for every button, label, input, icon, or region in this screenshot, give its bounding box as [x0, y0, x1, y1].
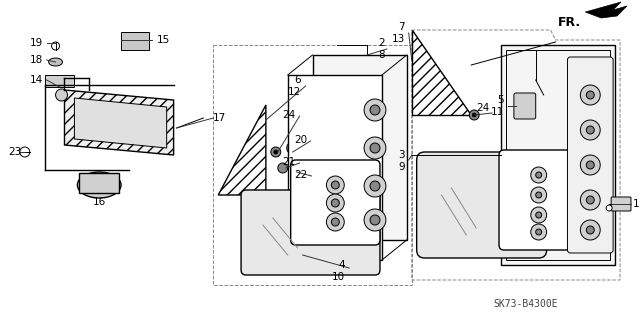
Text: 17: 17 — [213, 113, 227, 123]
Bar — [45, 75, 74, 87]
Text: 14: 14 — [30, 75, 43, 85]
Text: 24: 24 — [476, 103, 489, 113]
Circle shape — [364, 175, 386, 197]
Text: FR.: FR. — [557, 16, 580, 28]
Circle shape — [531, 224, 547, 240]
Circle shape — [531, 167, 547, 183]
Text: 24: 24 — [282, 110, 296, 120]
Polygon shape — [218, 105, 266, 195]
Circle shape — [472, 113, 476, 117]
Text: 9: 9 — [398, 162, 404, 172]
Circle shape — [370, 143, 380, 153]
Text: 10: 10 — [332, 272, 345, 282]
Bar — [79, 173, 119, 193]
Text: 22: 22 — [294, 170, 308, 180]
Circle shape — [531, 207, 547, 223]
Circle shape — [326, 176, 344, 194]
Circle shape — [20, 147, 30, 157]
FancyBboxPatch shape — [514, 93, 536, 119]
Circle shape — [278, 163, 288, 173]
Text: 23: 23 — [8, 147, 21, 157]
Text: 6: 6 — [294, 75, 301, 85]
FancyBboxPatch shape — [417, 152, 547, 258]
Polygon shape — [501, 45, 615, 265]
Circle shape — [580, 120, 600, 140]
Text: 3: 3 — [398, 150, 404, 160]
FancyBboxPatch shape — [291, 160, 380, 245]
Circle shape — [332, 199, 339, 207]
FancyBboxPatch shape — [241, 190, 380, 275]
Circle shape — [580, 85, 600, 105]
Text: 18: 18 — [30, 55, 43, 65]
Circle shape — [580, 220, 600, 240]
Polygon shape — [74, 98, 166, 148]
Text: 16: 16 — [93, 197, 106, 207]
Text: 8: 8 — [379, 50, 385, 60]
Text: 12: 12 — [287, 87, 301, 97]
Text: 1: 1 — [633, 199, 639, 209]
Polygon shape — [586, 2, 627, 18]
Circle shape — [536, 172, 541, 178]
Circle shape — [271, 147, 281, 157]
Circle shape — [370, 105, 380, 115]
Ellipse shape — [49, 58, 63, 66]
Text: 20: 20 — [294, 135, 308, 145]
Ellipse shape — [77, 172, 121, 198]
Circle shape — [586, 161, 595, 169]
Circle shape — [586, 91, 595, 99]
Circle shape — [326, 213, 344, 231]
Circle shape — [326, 194, 344, 212]
Circle shape — [56, 89, 67, 101]
Polygon shape — [288, 75, 382, 260]
Text: 19: 19 — [30, 38, 43, 48]
Bar — [121, 32, 149, 50]
Circle shape — [370, 181, 380, 191]
FancyBboxPatch shape — [611, 197, 631, 211]
Text: 5: 5 — [497, 95, 504, 105]
Circle shape — [586, 226, 595, 234]
Circle shape — [364, 137, 386, 159]
Polygon shape — [412, 30, 471, 115]
Circle shape — [606, 205, 612, 211]
Polygon shape — [65, 90, 173, 155]
Circle shape — [536, 192, 541, 198]
Circle shape — [364, 209, 386, 231]
Circle shape — [364, 99, 386, 121]
Text: 11: 11 — [491, 107, 504, 117]
Text: 15: 15 — [157, 35, 170, 45]
Circle shape — [332, 218, 339, 226]
Circle shape — [332, 181, 339, 189]
FancyBboxPatch shape — [568, 57, 613, 253]
Circle shape — [287, 142, 299, 154]
Circle shape — [586, 126, 595, 134]
Circle shape — [580, 155, 600, 175]
Circle shape — [586, 196, 595, 204]
Circle shape — [580, 190, 600, 210]
Circle shape — [292, 168, 300, 176]
Text: 4: 4 — [339, 260, 345, 270]
Text: 21: 21 — [282, 157, 296, 167]
Circle shape — [274, 150, 278, 154]
FancyBboxPatch shape — [499, 150, 579, 250]
Circle shape — [370, 215, 380, 225]
Text: SK73-B4300E: SK73-B4300E — [493, 299, 558, 309]
Circle shape — [469, 110, 479, 120]
Polygon shape — [312, 55, 407, 240]
Text: 7: 7 — [398, 22, 404, 32]
Circle shape — [52, 42, 60, 50]
Text: 2: 2 — [379, 38, 385, 48]
Text: 13: 13 — [392, 34, 404, 44]
Circle shape — [536, 229, 541, 235]
Circle shape — [531, 187, 547, 203]
Circle shape — [536, 212, 541, 218]
